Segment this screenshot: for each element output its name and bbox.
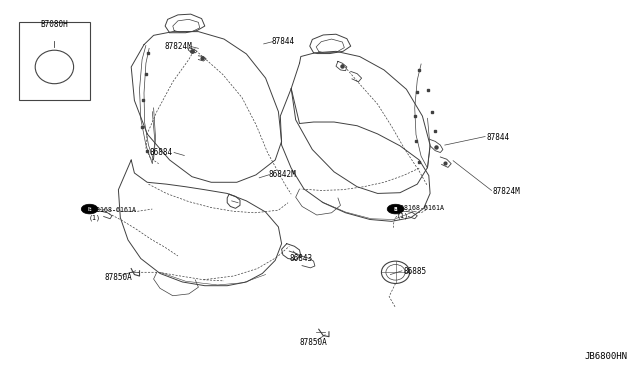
Text: B08168-6161A
(1): B08168-6161A (1) xyxy=(88,207,136,221)
Text: 87824M: 87824M xyxy=(493,187,520,196)
Text: 86884: 86884 xyxy=(150,148,173,157)
Bar xyxy=(19,22,90,100)
Circle shape xyxy=(387,204,404,214)
Circle shape xyxy=(81,204,98,214)
Text: B7080H: B7080H xyxy=(40,20,68,29)
Text: B: B xyxy=(88,206,92,212)
Text: 86885: 86885 xyxy=(403,267,426,276)
Text: 87850A: 87850A xyxy=(300,339,328,347)
Text: 87850A: 87850A xyxy=(104,273,132,282)
Text: B08168-6161A
(1): B08168-6161A (1) xyxy=(397,205,445,219)
Text: B: B xyxy=(394,206,397,212)
Text: 87844: 87844 xyxy=(486,133,509,142)
Text: 87824M: 87824M xyxy=(164,42,192,51)
Text: JB6800HN: JB6800HN xyxy=(584,352,627,361)
Text: 87844: 87844 xyxy=(272,37,295,46)
Text: 86842M: 86842M xyxy=(269,170,296,179)
Text: 86843: 86843 xyxy=(289,254,312,263)
